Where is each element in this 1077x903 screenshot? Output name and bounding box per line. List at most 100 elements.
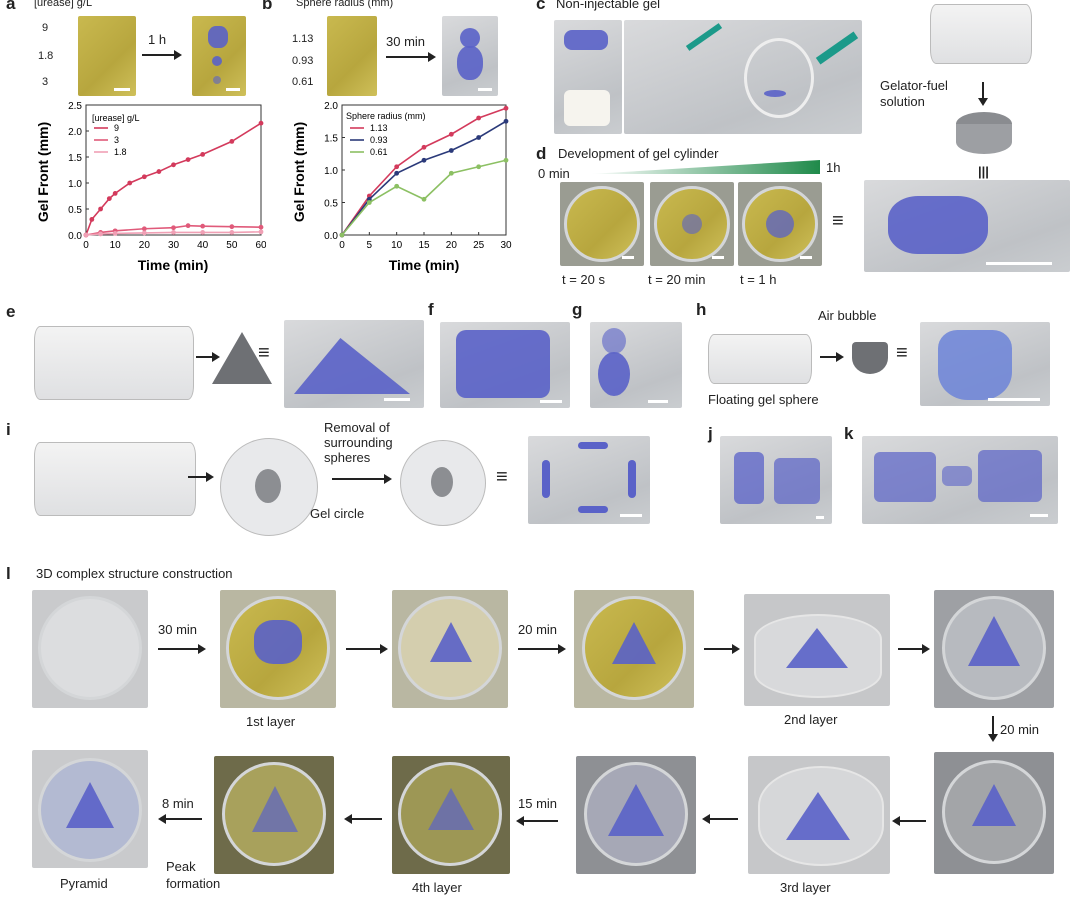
chart-b-ytick: 0.0 bbox=[324, 231, 338, 242]
panel-g-photo bbox=[590, 322, 682, 408]
chart-a-point-9 bbox=[98, 206, 103, 212]
chart-a-point-3 bbox=[185, 223, 191, 229]
panel-l-arrow-10 bbox=[344, 814, 382, 824]
chart-b-legend-label: 0.61 bbox=[370, 147, 388, 157]
chart-b-point-0.93 bbox=[421, 157, 427, 163]
chart-a-xtick: 20 bbox=[139, 240, 151, 251]
panel-label-j: j bbox=[708, 424, 713, 443]
panel-l-step-2-photo bbox=[220, 590, 336, 708]
panel-l-step-1-photo bbox=[32, 590, 148, 708]
panel-l-arrow-1 bbox=[158, 644, 206, 654]
chart-a-point-3 bbox=[229, 224, 235, 230]
panel-h-floating-label: Floating gel sphere bbox=[708, 392, 819, 407]
panel-label-c: c bbox=[536, 0, 546, 13]
panel-h-arrow bbox=[820, 352, 844, 362]
panel-a-header: [urease] g/L bbox=[34, 0, 93, 9]
panel-e-beaker bbox=[34, 326, 194, 400]
panel-l-time-3: 20 min bbox=[1000, 722, 1040, 737]
panel-d-title: Development of gel cylinder bbox=[558, 146, 719, 161]
panel-l-step-6-photo bbox=[934, 590, 1054, 708]
panel-label-i: i bbox=[6, 420, 11, 439]
chart-b-ylabel: Gel Front (mm) bbox=[291, 122, 307, 222]
chart-b-frame bbox=[341, 104, 507, 236]
chart-b-xtick: 30 bbox=[500, 240, 512, 251]
chart-a-xtick: 50 bbox=[226, 240, 238, 251]
panel-label-l: l bbox=[6, 564, 11, 583]
chart-a-legend-label: 3 bbox=[114, 135, 119, 145]
chart-a-point-1.8 bbox=[112, 231, 118, 236]
chart-a-point-1.8 bbox=[141, 230, 147, 236]
chart-b-point-0.93 bbox=[448, 148, 454, 153]
chart-a-point-3 bbox=[200, 223, 206, 229]
panel-c-injection-photo bbox=[624, 20, 862, 134]
panel-l-peak-label: Peak formation bbox=[166, 859, 221, 891]
chart-a-point-1.8 bbox=[98, 231, 103, 237]
panel-d-photo-1 bbox=[560, 182, 644, 266]
panel-d-end-label: 1h bbox=[826, 160, 841, 175]
panel-c-gel-cylinder bbox=[956, 112, 1012, 154]
panel-l-step-7-photo bbox=[934, 752, 1054, 874]
panel-e-photo bbox=[284, 320, 424, 408]
panel-l-time-2: 20 min bbox=[518, 622, 558, 637]
chart-b-point-0.61 bbox=[366, 200, 372, 205]
chart-b-point-0.61 bbox=[448, 170, 454, 176]
chart-a-xtick: 10 bbox=[110, 240, 122, 251]
chart-a-xtick: 30 bbox=[168, 240, 180, 251]
panel-j-photo bbox=[720, 436, 832, 524]
panel-i-arrow-1 bbox=[188, 472, 214, 482]
chart-a-series-line-9 bbox=[85, 122, 262, 236]
chart-a-ytick: 0.0 bbox=[68, 231, 82, 242]
chart-a-point-1.8 bbox=[258, 229, 264, 235]
panel-h-air-label: Air bubble bbox=[818, 308, 877, 323]
chart-b-legend-title: Sphere radius (mm) bbox=[346, 111, 426, 121]
panel-e-triangle bbox=[212, 332, 272, 384]
panel-b-radius-0.61: 0.61 bbox=[292, 76, 314, 88]
panel-label-g: g bbox=[572, 300, 583, 319]
panel-h-cone bbox=[852, 342, 888, 374]
panel-a-time-label: 1 h bbox=[148, 32, 167, 47]
chart-b-xtick: 5 bbox=[367, 240, 373, 251]
chart-b-point-1.13 bbox=[476, 115, 482, 121]
panel-a-conc-3: 3 bbox=[42, 76, 49, 88]
panel-l-arrow-8 bbox=[702, 814, 738, 824]
panel-label-a: a bbox=[6, 0, 16, 13]
panel-label-d: d bbox=[536, 144, 547, 163]
chart-a-legend-label: 9 bbox=[114, 123, 119, 133]
chart-a-point-9 bbox=[200, 152, 206, 157]
chart-a-series-line-1.8 bbox=[85, 231, 262, 236]
chart-a-point-9 bbox=[89, 217, 95, 222]
panel-c-solution-label: Gelator-fuel solution bbox=[880, 78, 948, 109]
chart-b-point-1.13 bbox=[421, 144, 427, 150]
panel-b-after-photo bbox=[442, 16, 498, 96]
panel-a-before-photo bbox=[78, 16, 136, 96]
panel-label-f: f bbox=[428, 300, 434, 319]
chart-a-ytick: 2.5 bbox=[68, 101, 82, 112]
chart-b-point-1.13 bbox=[448, 131, 454, 137]
chart-a-xtick: 40 bbox=[197, 240, 209, 251]
panel-l-step-8-photo bbox=[748, 756, 890, 874]
panel-a-conc-1.8: 1.8 bbox=[38, 50, 54, 62]
chart-b-point-0.61 bbox=[339, 232, 345, 238]
chart-b-series-line-0.93 bbox=[341, 120, 507, 236]
chart-a-point-3 bbox=[171, 225, 176, 231]
panel-l-arrow-4 bbox=[704, 644, 740, 654]
chart-b-ytick: 2.0 bbox=[324, 101, 338, 112]
panel-i-arrow-2 bbox=[332, 474, 392, 484]
chart-a-ylabel: Gel Front (mm) bbox=[35, 122, 51, 222]
chart-a-point-3 bbox=[141, 226, 147, 232]
chart-b-point-0.61 bbox=[421, 196, 427, 202]
panel-i-result-diagram bbox=[400, 440, 486, 526]
chart-b-ytick: 0.5 bbox=[324, 199, 338, 210]
chart-a-legend-title: [urease] g/L bbox=[92, 113, 140, 123]
panel-c-title: Non-injectable gel bbox=[556, 0, 661, 11]
panel-f-photo bbox=[440, 322, 570, 408]
chart-a-frame bbox=[85, 104, 262, 236]
panel-h-beaker bbox=[708, 334, 812, 384]
chart-a-ytick: 2.0 bbox=[68, 127, 82, 138]
panel-l-arrow-5 bbox=[898, 644, 930, 654]
chart-a-ytick: 1.0 bbox=[68, 179, 82, 190]
panel-b-header: Sphere radius (mm) bbox=[296, 0, 394, 9]
chart-a-legend-label: 1.8 bbox=[114, 147, 127, 157]
panel-c-equiv: ||| bbox=[978, 164, 989, 179]
panel-d-gradient-bar bbox=[590, 160, 820, 174]
